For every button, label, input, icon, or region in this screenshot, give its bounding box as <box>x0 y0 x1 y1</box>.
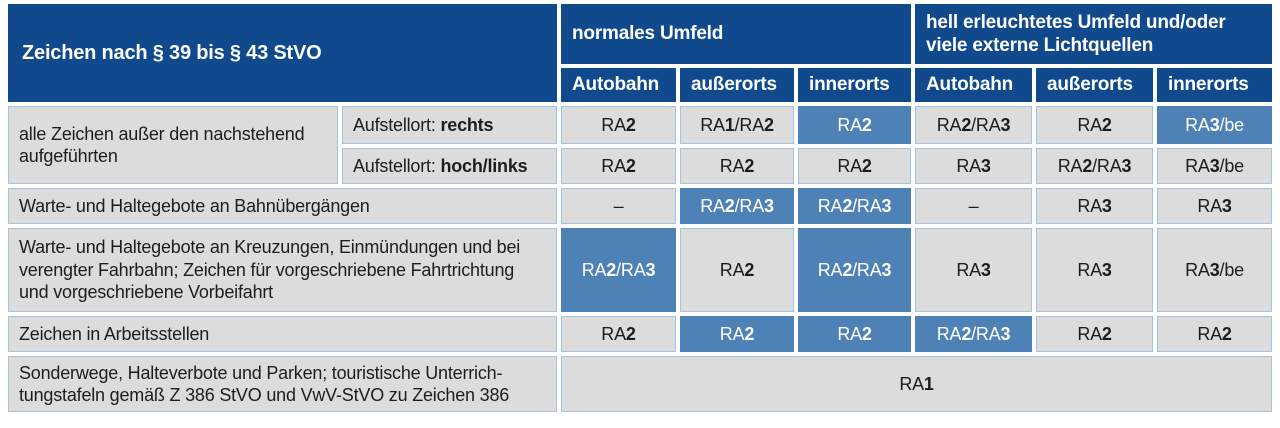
ra-value-cell: RA3/be <box>1157 228 1273 312</box>
ra-value-cell: RA2 <box>561 316 677 352</box>
ra-value-cell: RA2/RA3 <box>1036 148 1154 184</box>
row-label: Zeichen in Arbeitsstellen <box>8 316 558 352</box>
ra-value-cell: RA2 <box>798 316 912 352</box>
ra-value-cell: RA3/be <box>1157 148 1273 184</box>
ra-value-cell: RA2 <box>680 228 795 312</box>
column-header-ausserorts-hell: außerorts <box>1036 68 1154 102</box>
aufstellort-value: rechts <box>440 114 494 135</box>
column-group-hell-umfeld: hell erleuchtetes Umfeld und/oder viele … <box>915 4 1273 64</box>
ra-value-cell: RA3/be <box>1157 106 1273 144</box>
column-header-ausserorts-normal: außerorts <box>680 68 795 102</box>
column-header-autobahn-hell: Autobahn <box>915 68 1033 102</box>
ra-value-cell: RA3 <box>915 148 1033 184</box>
ra-value-cell: RA2 <box>680 148 795 184</box>
table-title: Zeichen nach § 39 bis § 43 StVO <box>8 4 558 102</box>
ra-value-cell: RA2 <box>561 106 677 144</box>
ra-value-cell: RA3 <box>1036 188 1154 224</box>
aufstellort-prefix: Aufstellort: <box>353 114 436 135</box>
ra-requirements-table: Zeichen nach § 39 bis § 43 StVO normales… <box>4 0 1276 416</box>
ra-value-cell: RA2 <box>1036 316 1154 352</box>
ra-value-cell: RA2 <box>798 106 912 144</box>
row-label-line: Sonderwege, Halteverbote und Parken; tou… <box>19 362 503 383</box>
ra-value-cell: RA2 <box>1036 106 1154 144</box>
ra-value-cell: RA3 <box>915 228 1033 312</box>
aufstellort-prefix: Aufstellort: <box>353 155 436 176</box>
ra-value-cell: RA2/RA3 <box>915 106 1033 144</box>
ra-value-cell: RA1 <box>561 356 1273 412</box>
ra-value-cell: RA1/RA2 <box>680 106 795 144</box>
ra-value-cell: – <box>915 188 1033 224</box>
ra-value-cell: RA2/RA3 <box>561 228 677 312</box>
column-header-autobahn-normal: Autobahn <box>561 68 677 102</box>
aufstellort-label: Aufstellort: hoch/links <box>342 148 558 184</box>
ra-value-cell: – <box>561 188 677 224</box>
ra-value-cell: RA2/RA3 <box>915 316 1033 352</box>
ra-value-cell: RA2 <box>1157 316 1273 352</box>
row-label: Sonderwege, Halteverbote und Parken; tou… <box>8 356 558 412</box>
aufstellort-value: hoch/links <box>440 155 528 176</box>
ra-value-cell: RA2/RA3 <box>798 228 912 312</box>
ra-value-cell: RA2/RA3 <box>680 188 795 224</box>
column-header-innerorts-hell: innerorts <box>1157 68 1273 102</box>
column-header-innerorts-normal: innerorts <box>798 68 912 102</box>
aufstellort-label: Aufstellort: rechts <box>342 106 558 144</box>
ra-value-cell: RA2 <box>680 316 795 352</box>
row-label: Warte- und Haltegebote an Kreuzungen, Ei… <box>8 228 558 312</box>
ra-value-cell: RA3 <box>1157 188 1273 224</box>
column-group-normal-umfeld: normales Umfeld <box>561 4 912 64</box>
row-label-line: tungstafeln gemäß Z 386 StVO und VwV-StV… <box>19 385 510 405</box>
ra-value-cell: RA3 <box>1036 228 1154 312</box>
row-label: Warte- und Haltegebote an Bahnübergängen <box>8 188 558 224</box>
ra-value-cell: RA2 <box>798 148 912 184</box>
ra-value-cell: RA2 <box>561 148 677 184</box>
row-label: alle Zeichen außer den nachstehend aufge… <box>8 106 338 184</box>
ra-value-cell: RA2/RA3 <box>798 188 912 224</box>
